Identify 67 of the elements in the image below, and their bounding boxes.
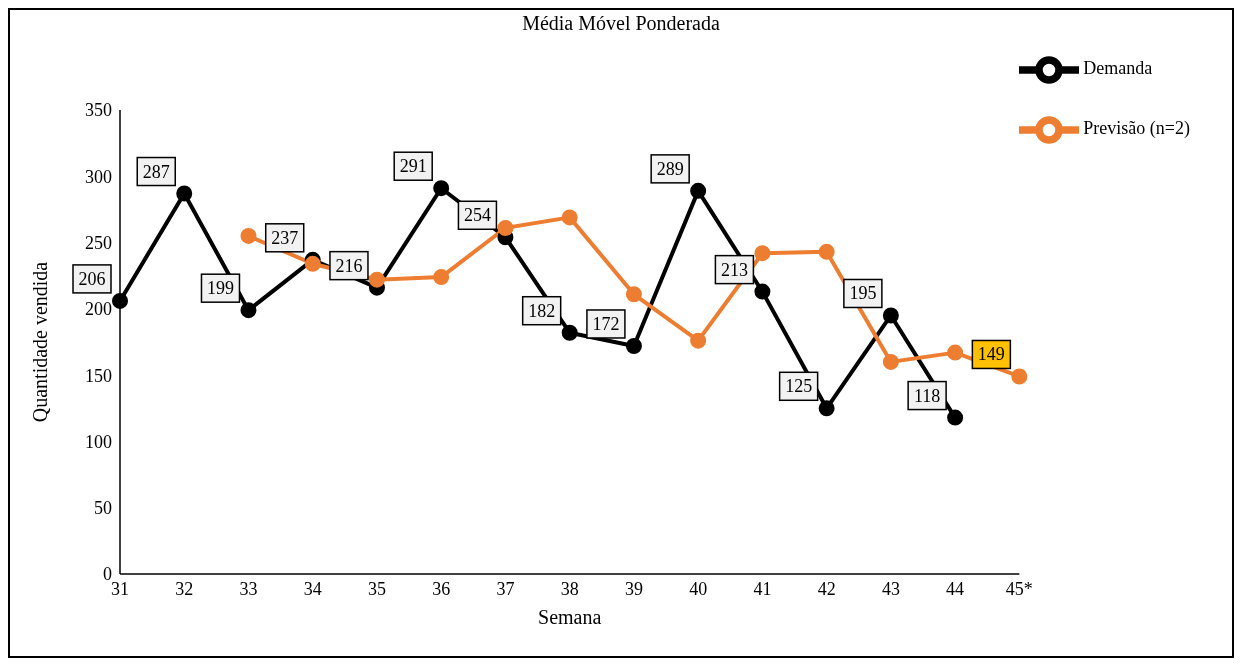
y-tick-label: 350 bbox=[85, 100, 112, 121]
data-label: 216 bbox=[335, 255, 363, 276]
y-tick-label: 200 bbox=[85, 299, 112, 320]
x-tick-label: 45* bbox=[1005, 578, 1033, 599]
x-tick-label: 31 bbox=[111, 578, 129, 599]
point bbox=[882, 307, 899, 324]
data-label: 199 bbox=[206, 278, 234, 299]
y-tick-label: 300 bbox=[85, 166, 112, 187]
point bbox=[240, 227, 257, 244]
point bbox=[497, 219, 514, 236]
point bbox=[1011, 368, 1028, 385]
x-tick-label: 42 bbox=[817, 578, 836, 599]
x-tick-label: 41 bbox=[753, 578, 772, 599]
point bbox=[433, 180, 450, 197]
x-tick-label: 44 bbox=[946, 578, 965, 599]
data-label: 118 bbox=[913, 385, 941, 406]
point bbox=[176, 185, 193, 202]
y-tick-label: 250 bbox=[85, 232, 112, 253]
point bbox=[690, 182, 707, 199]
point bbox=[818, 243, 835, 260]
point bbox=[754, 283, 771, 300]
legend-label: Previsão (n=2) bbox=[1083, 118, 1190, 139]
legend-label: Demanda bbox=[1083, 58, 1153, 79]
point bbox=[304, 255, 321, 272]
y-tick-label: 0 bbox=[103, 564, 112, 585]
data-label: 182 bbox=[528, 300, 556, 321]
point bbox=[368, 271, 385, 288]
point bbox=[754, 245, 771, 262]
data-label: 291 bbox=[399, 156, 427, 177]
x-tick-label: 38 bbox=[560, 578, 579, 599]
data-label: 254 bbox=[463, 205, 491, 226]
x-tick-label: 32 bbox=[175, 578, 194, 599]
data-label: 237 bbox=[271, 227, 299, 248]
y-axis-title: Quantidade vendida bbox=[29, 261, 52, 423]
point bbox=[561, 324, 578, 341]
data-label: 195 bbox=[849, 283, 877, 304]
point bbox=[561, 209, 578, 226]
point bbox=[625, 337, 642, 354]
data-label: 149 bbox=[977, 344, 1005, 365]
y-tick-label: 150 bbox=[85, 365, 112, 386]
chart-title: Média Móvel Ponderada bbox=[521, 12, 721, 35]
point bbox=[947, 409, 964, 426]
point bbox=[433, 269, 450, 286]
point bbox=[240, 302, 257, 319]
x-tick-label: 40 bbox=[689, 578, 708, 599]
x-axis-title: Semana bbox=[538, 606, 602, 628]
data-label: 213 bbox=[720, 259, 748, 280]
data-label: 287 bbox=[142, 161, 170, 182]
data-label: 289 bbox=[656, 158, 684, 179]
x-tick-label: 39 bbox=[624, 578, 643, 599]
x-tick-label: 36 bbox=[432, 578, 451, 599]
x-tick-label: 33 bbox=[239, 578, 258, 599]
point bbox=[625, 286, 642, 303]
x-tick-label: 34 bbox=[303, 578, 322, 599]
x-tick-label: 35 bbox=[367, 578, 386, 599]
data-label: 125 bbox=[785, 376, 813, 397]
y-tick-label: 100 bbox=[85, 431, 112, 452]
point bbox=[690, 332, 707, 349]
data-label: 206 bbox=[78, 268, 106, 289]
point bbox=[882, 353, 899, 370]
data-label: 172 bbox=[592, 313, 620, 334]
x-tick-label: 43 bbox=[881, 578, 900, 599]
point bbox=[818, 400, 835, 417]
x-tick-label: 37 bbox=[496, 578, 515, 599]
point bbox=[112, 292, 128, 309]
point bbox=[947, 344, 964, 361]
y-tick-label: 50 bbox=[94, 498, 112, 519]
